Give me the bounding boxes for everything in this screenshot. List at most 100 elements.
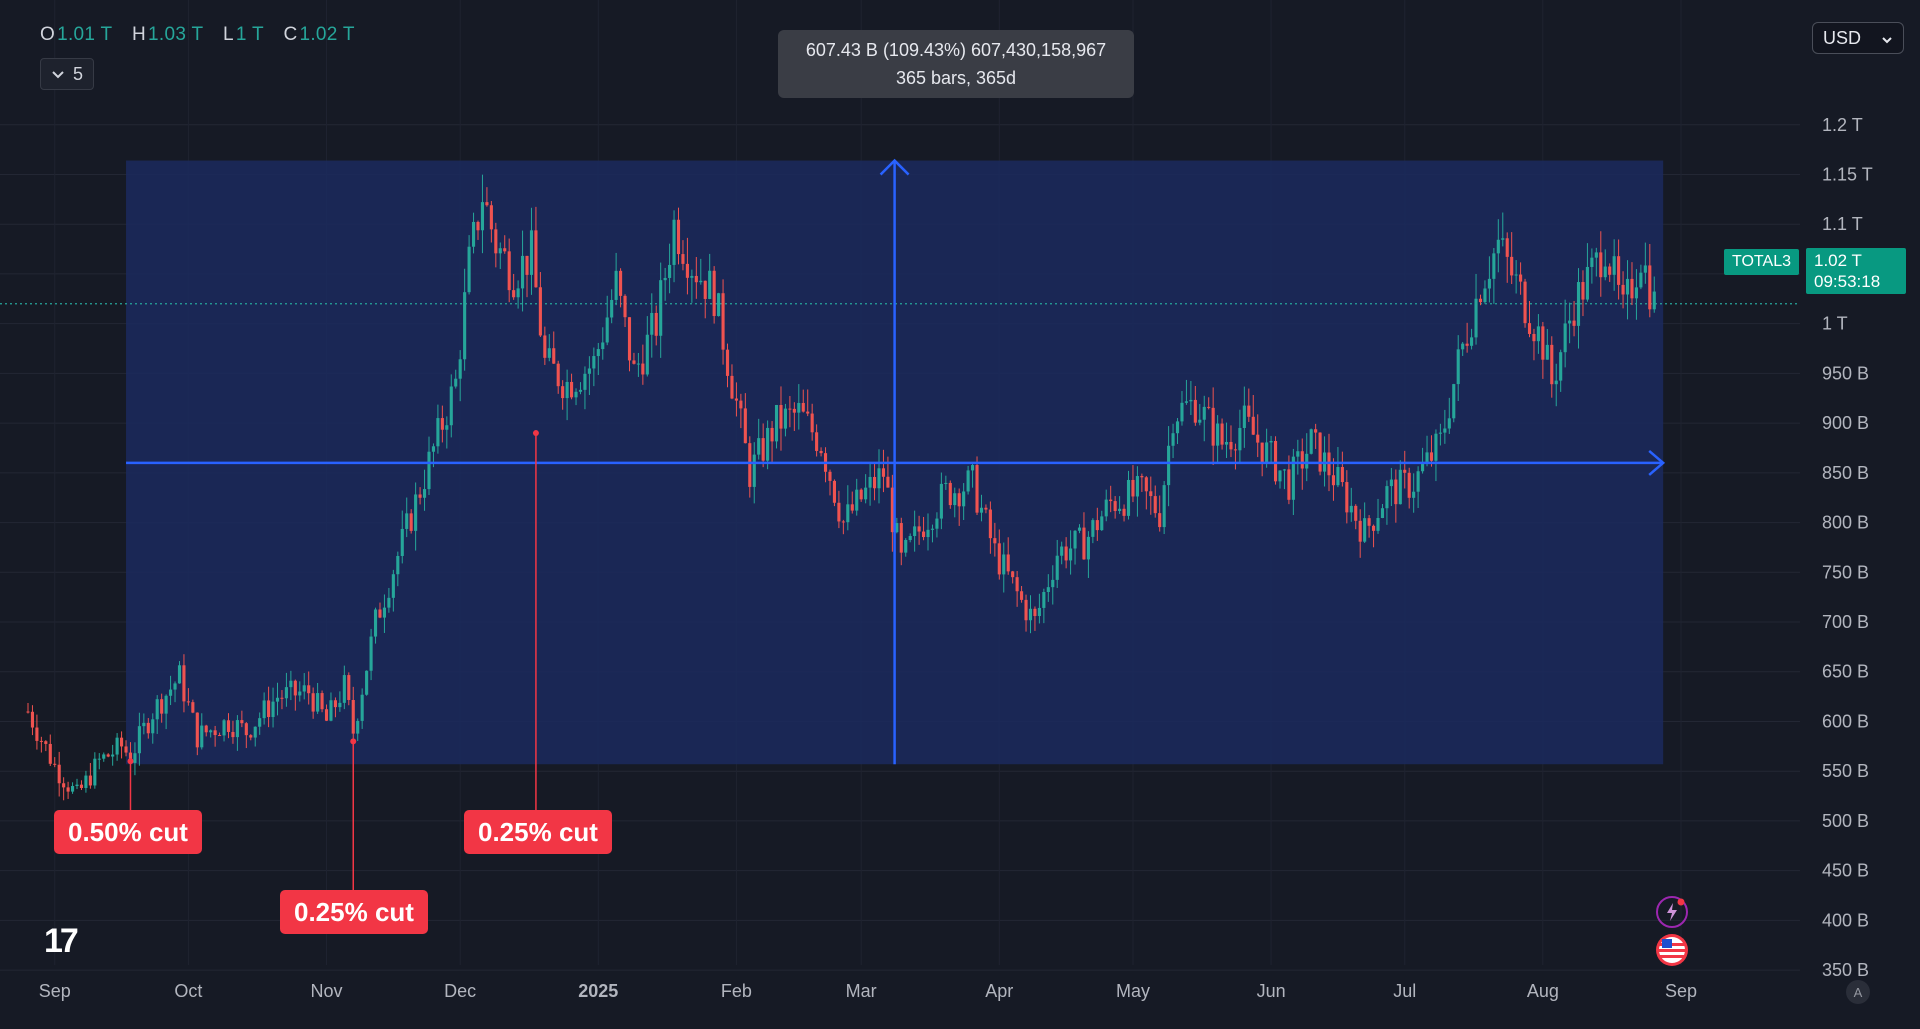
candle-body <box>846 504 850 523</box>
candle-body <box>333 700 337 708</box>
currency-select[interactable]: USD <box>1812 22 1904 54</box>
indicators-toggle-button[interactable]: 5 <box>40 58 95 90</box>
annotation-label-1[interactable]: 0.50% cut <box>54 810 202 854</box>
candle-body <box>757 438 761 455</box>
y-tick-label: 700 B <box>1822 612 1869 632</box>
candle-body <box>1042 592 1046 608</box>
candle-body <box>561 386 565 399</box>
candle-body <box>904 539 908 553</box>
candle-body <box>663 277 667 281</box>
candle-body <box>979 507 984 513</box>
candle-body <box>636 363 640 365</box>
measure-tooltip: 607.43 B (109.43%) 607,430,158,967 365 b… <box>778 30 1134 98</box>
y-tick-label: 400 B <box>1822 910 1869 930</box>
candle-body <box>1376 517 1380 531</box>
candle-body <box>253 726 257 738</box>
y-tick-label: 650 B <box>1822 662 1869 682</box>
candle-body <box>1229 441 1233 450</box>
candle-body <box>347 675 351 700</box>
time-axis[interactable]: Sep Oct Nov Dec 2025 Feb Mar Apr May Jun Jul Aug Sep <box>39 981 1697 1001</box>
annotation-label-3[interactable]: 0.25% cut <box>464 810 612 854</box>
candle-body <box>672 219 676 265</box>
candle-body <box>1612 256 1616 275</box>
candle-body <box>454 378 458 387</box>
candle-body <box>1220 423 1224 445</box>
candle-body <box>1576 282 1581 326</box>
us-flag-icon[interactable] <box>1656 934 1688 966</box>
candle-body <box>632 360 636 364</box>
candle-body <box>783 408 787 429</box>
lightning-alert-icon[interactable] <box>1656 896 1688 928</box>
candle-body <box>525 255 529 275</box>
candle-body <box>275 697 280 702</box>
candle-body <box>463 292 467 360</box>
candle-body <box>708 270 712 299</box>
candle-body <box>1126 479 1131 516</box>
candle-body <box>146 722 150 734</box>
x-tick-label: Oct <box>174 981 202 1001</box>
auto-scale-button[interactable]: A <box>1846 980 1870 1004</box>
candle-body <box>1407 472 1411 498</box>
price-axis[interactable]: 350 B 400 B 450 B 500 B 550 B 600 B 650 B 700 B… <box>1822 115 1873 980</box>
candle-body <box>1269 440 1273 443</box>
candle-body <box>235 720 239 738</box>
candle-body <box>610 299 614 318</box>
last-price-tag: 1.02 T 09:53:18 <box>1806 248 1906 294</box>
candle-body <box>66 787 70 792</box>
candle-body <box>1492 253 1496 279</box>
candle-body <box>538 287 542 336</box>
candle-body <box>1630 278 1634 299</box>
arrow-right-icon <box>1648 449 1666 476</box>
candle-body <box>26 711 30 713</box>
candle-body <box>1238 427 1242 451</box>
candle-body <box>1590 257 1594 267</box>
candle-body <box>298 691 302 696</box>
candle-body <box>962 491 966 507</box>
candle-body <box>975 465 979 513</box>
tradingview-logo-icon[interactable]: 17 <box>44 922 79 960</box>
candle-body <box>240 720 244 724</box>
candle-body <box>543 335 547 358</box>
low-label: L <box>222 24 234 45</box>
candle-body <box>382 607 386 618</box>
candle-body <box>1069 548 1073 561</box>
candle-body <box>1224 441 1229 445</box>
candle-body <box>739 400 743 409</box>
candle-body <box>155 699 159 720</box>
candle-body <box>1483 288 1487 303</box>
candle-body <box>507 251 511 291</box>
candle-body <box>596 349 600 357</box>
candle-body <box>1091 520 1095 537</box>
candle-body <box>1394 479 1398 505</box>
annotation-label-2[interactable]: 0.25% cut <box>280 890 428 934</box>
candle-body <box>1532 333 1536 342</box>
candle-body <box>106 754 110 757</box>
y-tick-label: 850 B <box>1822 463 1869 483</box>
candle-body <box>1447 418 1451 429</box>
candle-body <box>587 368 591 374</box>
candle-body <box>1211 407 1215 446</box>
candle-body <box>1006 554 1010 572</box>
candle-body <box>1559 352 1563 381</box>
candle-body <box>1198 419 1202 423</box>
candle-body <box>445 425 449 430</box>
candle-body <box>1527 323 1532 334</box>
last-price-value: 1.02 T <box>1814 251 1862 270</box>
x-tick-label: Feb <box>721 981 752 1001</box>
candle-body <box>173 683 177 690</box>
candle-body <box>868 476 872 488</box>
candle-body <box>681 254 685 264</box>
candle-body <box>1193 399 1197 423</box>
candle-body <box>1247 405 1251 417</box>
candle-body <box>832 480 837 503</box>
candle-body <box>1202 406 1206 420</box>
candle-body <box>1162 485 1166 528</box>
candle-body <box>748 443 752 487</box>
candle-body <box>503 248 507 252</box>
candle-body <box>1336 467 1340 486</box>
candle-body <box>1064 546 1068 561</box>
candle-body <box>440 418 444 430</box>
candle-body <box>1652 291 1656 310</box>
